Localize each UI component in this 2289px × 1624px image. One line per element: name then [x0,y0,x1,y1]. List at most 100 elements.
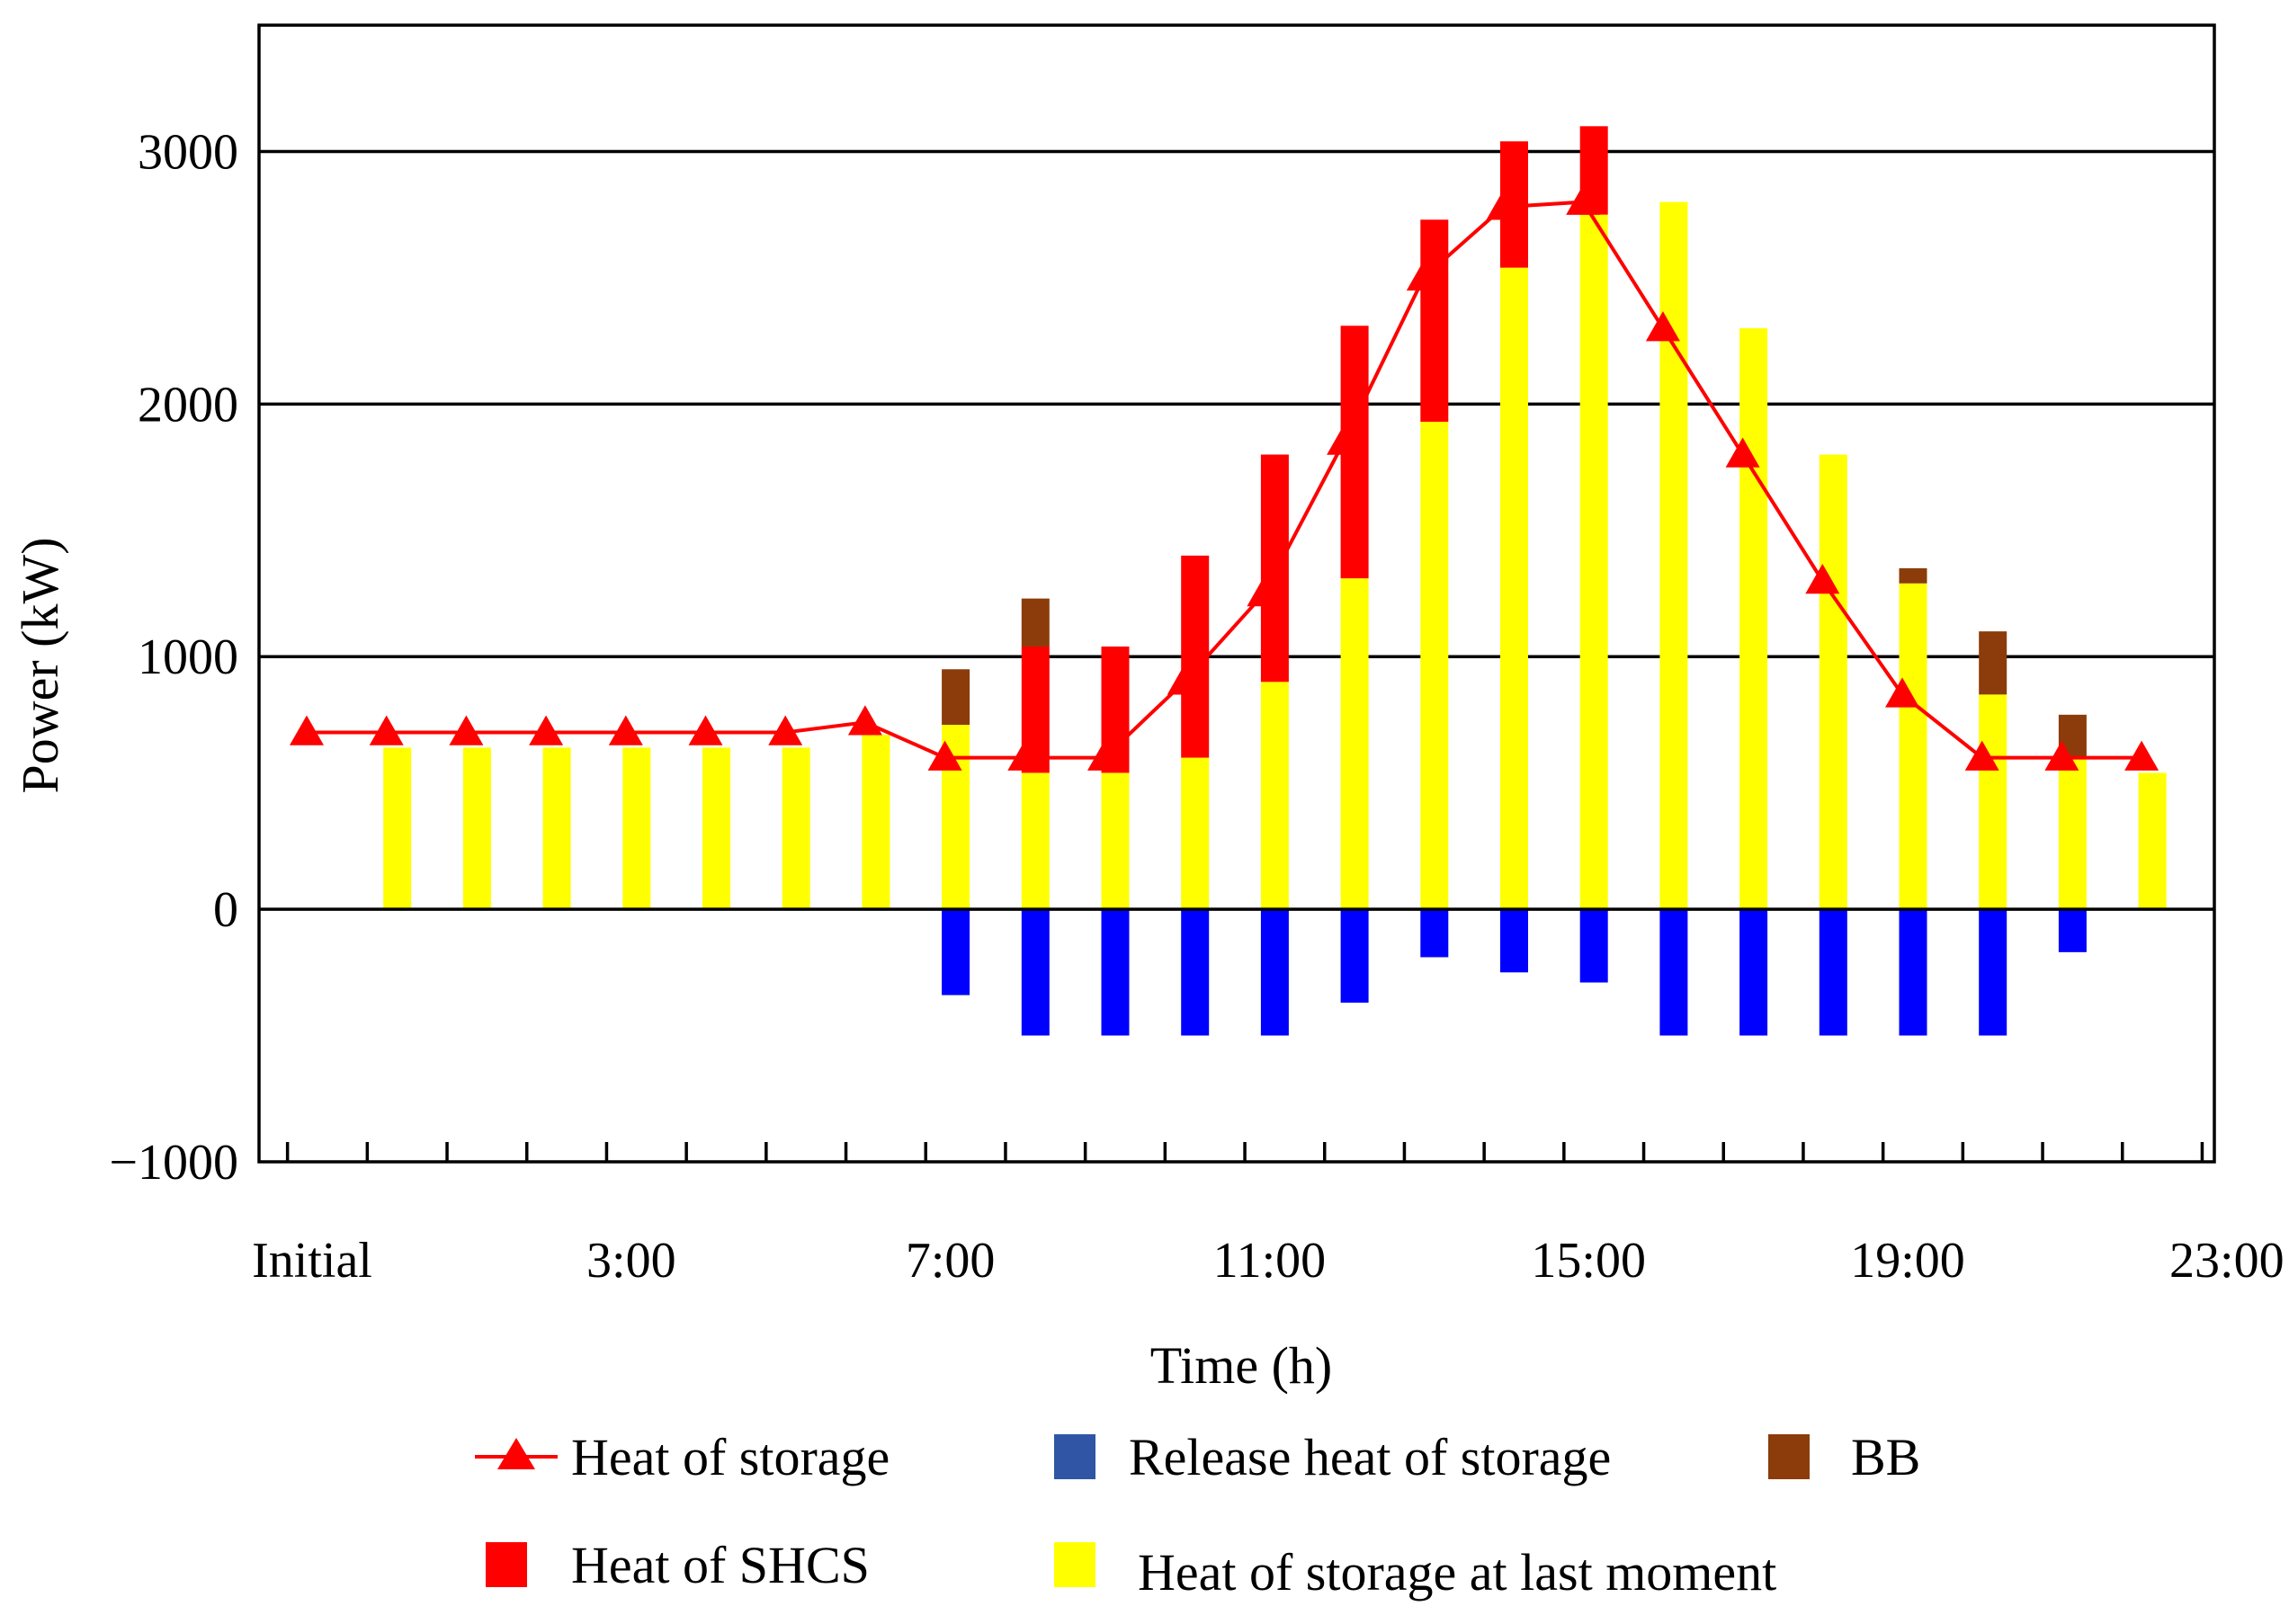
line-layer [290,184,2159,771]
bar-release-20-00 [1899,909,1927,1036]
bar-shcs-12-00 [1260,454,1289,683]
legend: Heat of storage Release heat of storage … [475,1428,1920,1602]
bar-release-16-00 [1579,909,1608,983]
point-heat-of-storage-8-00 [927,740,962,771]
x-tick-label: 23:00 [2169,1233,2285,1289]
bar-release-15-00 [1500,909,1528,973]
point-heat-of-storage-4-00 [608,715,643,745]
bar-last-moment-12-00 [1260,682,1289,910]
point-heat-of-storage-12-00 [1247,576,1282,607]
point-heat-of-storage-22-00 [2044,740,2079,771]
point-heat-of-storage-17-00 [1645,311,1680,342]
bar-last-moment-6-00 [782,747,810,910]
legend-item-bb: BB [1768,1428,1920,1486]
bar-release-10-00 [1101,909,1130,1036]
bar-shcs-14-00 [1420,219,1449,422]
y-tick-label: 2000 [138,377,238,433]
legend-label-heat-of-storage: Heat of storage [571,1428,890,1486]
bar-last-moment-22-00 [2058,757,2087,910]
legend-swatch-release [1054,1434,1095,1479]
bar-last-moment-21-00 [1979,694,2007,910]
legend-label-bb: BB [1851,1428,1920,1486]
point-heat-of-storage-13-00 [1327,424,1362,455]
legend-swatch-last-moment [1054,1542,1095,1587]
point-heat-of-storage-16-00 [1566,184,1601,215]
point-heat-of-storage-6-00 [768,715,803,745]
y-tick-label: 3000 [138,124,238,180]
point-heat-of-storage-20-00 [1885,677,1919,708]
bar-last-moment-19-00 [1819,454,1847,910]
legend-item-release-heat-of-storage: Release heat of storage [1054,1428,1611,1486]
x-axis-title: Time (h) [1150,1336,1333,1395]
line-heat-of-storage [307,200,2142,760]
y-axis-title: Power (kW) [11,537,69,793]
y-tick-label: −1000 [109,1135,238,1191]
point-heat-of-storage-11-00 [1167,665,1202,695]
point-heat-of-storage-15-00 [1486,190,1521,220]
bar-release-19-00 [1819,909,1847,1036]
bar-release-8-00 [942,909,970,995]
bars-layer [383,126,2167,1036]
bar-last-moment-10-00 [1101,772,1130,910]
bar-last-moment-4-00 [622,747,651,910]
bar-release-12-00 [1260,909,1289,1036]
bar-last-moment-11-00 [1181,757,1210,910]
x-tick-label: 15:00 [1531,1233,1646,1289]
x-tick-label: 11:00 [1213,1233,1326,1289]
legend-swatch-bb [1768,1434,1810,1479]
plot-frame [257,23,2216,1164]
point-heat-of-storage-18-00 [1725,437,1760,468]
bar-last-moment-1-00 [383,747,412,910]
bar-release-21-00 [1979,909,2007,1036]
x-tick-label: Initial [252,1233,372,1289]
bar-last-moment-16-00 [1579,214,1608,910]
legend-item-heat-of-storage-at-last-moment: Heat of storage at last moment [1054,1542,1776,1602]
legend-triangle-marker [497,1438,535,1469]
x-tick-label: 3:00 [586,1233,676,1289]
bar-last-moment-13-00 [1340,578,1369,910]
point-heat-of-storage-9-00 [1007,740,1042,771]
legend-item-heat-of-shcs: Heat of SHCS [486,1536,870,1594]
point-heat-of-storage-21-00 [1964,740,1999,771]
bar-bb-20-00 [1899,567,1927,584]
point-heat-of-storage-1-00 [369,715,404,745]
grid-layer [259,149,2214,658]
bar-shcs-11-00 [1181,555,1210,758]
bar-last-moment-17-00 [1659,201,1688,910]
point-heat-of-storage-3-00 [529,715,564,745]
bar-release-22-00 [2058,909,2087,952]
point-heat-of-storage-initial [290,715,324,745]
bar-last-moment-7-00 [862,735,890,910]
bar-release-9-00 [1021,909,1050,1036]
point-heat-of-storage-2-00 [449,715,484,745]
labels-layer: Time (h) Power (kW) [11,537,1332,1395]
bar-last-moment-23-00 [2138,772,2167,910]
bar-bb-21-00 [1979,631,2007,695]
legend-label-heat-of-shcs: Heat of SHCS [571,1536,870,1594]
point-heat-of-storage-10-00 [1087,740,1122,771]
y-tick-label: 1000 [138,629,238,685]
bar-last-moment-18-00 [1739,328,1768,910]
bar-last-moment-3-00 [542,747,571,910]
axes-layer [257,23,2216,1164]
point-heat-of-storage-23-00 [2124,740,2159,771]
ticks-layer: −1000 0 1000 2000 3000 Initial 3:00 7:00 11:00 15… [109,124,2284,1289]
bar-bb-8-00 [942,669,970,726]
legend-label-heat-of-storage-at-last-moment: Heat of storage at last moment [1138,1543,1776,1602]
legend-swatch-shcs [486,1542,527,1587]
bar-last-moment-9-00 [1021,772,1050,910]
point-heat-of-storage-14-00 [1406,260,1441,291]
point-heat-of-storage-5-00 [688,715,723,745]
bar-last-moment-20-00 [1899,583,1927,910]
bar-release-13-00 [1340,909,1369,1004]
bar-release-18-00 [1739,909,1768,1036]
legend-label-release-heat-of-storage: Release heat of storage [1129,1428,1611,1486]
bar-last-moment-2-00 [462,747,491,910]
bar-release-14-00 [1420,909,1449,958]
bar-release-11-00 [1181,909,1210,1036]
x-tick-label: 7:00 [906,1233,996,1289]
y-tick-label: 0 [213,882,238,938]
x-tick-label: 19:00 [1850,1233,1965,1289]
legend-item-heat-of-storage: Heat of storage [475,1428,890,1486]
bar-release-17-00 [1659,909,1688,1036]
